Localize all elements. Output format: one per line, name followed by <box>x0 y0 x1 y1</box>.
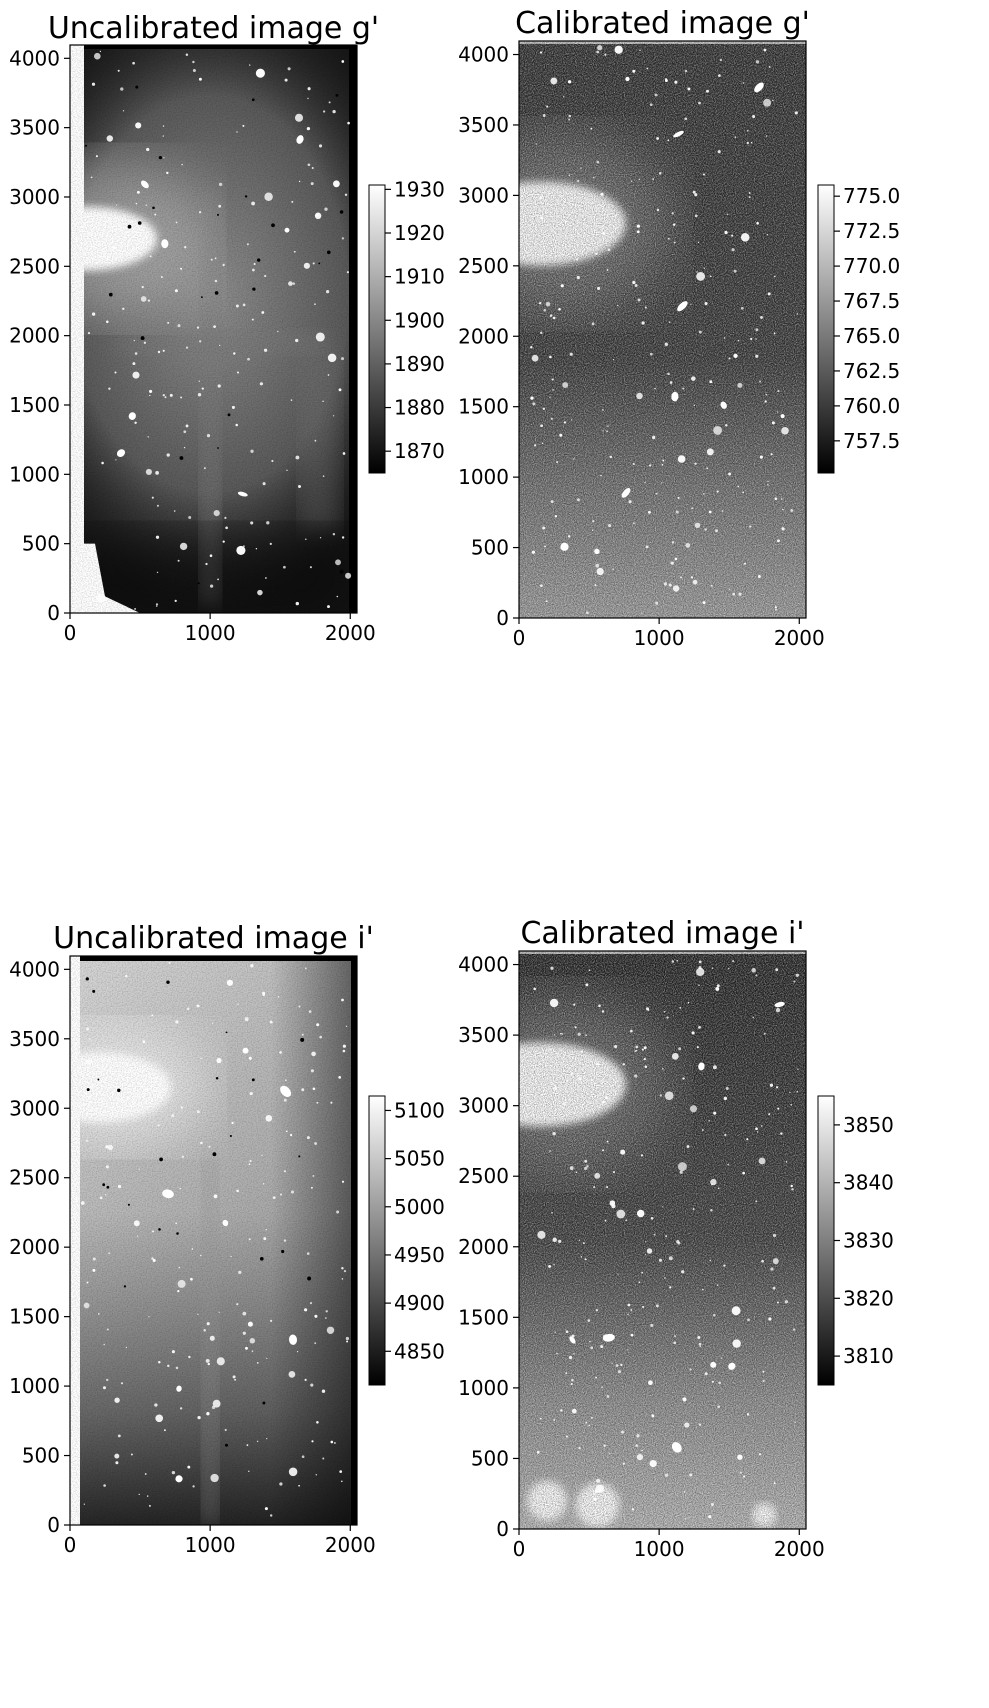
plot-frame <box>518 950 807 1530</box>
star-field <box>530 45 799 615</box>
y-tick-label: 3500 <box>9 116 60 140</box>
x-tick-label: 2000 <box>325 1533 376 1557</box>
x-tick-label: 2000 <box>325 621 376 645</box>
y-tick-label: 3500 <box>458 1023 509 1047</box>
y-tick-label: 2000 <box>9 324 60 348</box>
colorbar-tick-label: 3840 <box>843 1171 894 1195</box>
star-field <box>84 50 352 610</box>
y-tick-label: 500 <box>471 1446 509 1470</box>
x-tick-label: 0 <box>513 626 526 650</box>
colorbar-tick-label: 5000 <box>394 1195 445 1219</box>
image-area <box>519 41 806 618</box>
colorbar-tick-label: 770.0 <box>843 254 900 278</box>
y-tick-label: 3000 <box>458 183 509 207</box>
y-tick-label: 2000 <box>458 324 509 348</box>
y-tick-label: 2000 <box>9 1235 60 1259</box>
x-tick-label: 0 <box>513 1537 526 1561</box>
y-tick-label: 1500 <box>458 395 509 419</box>
colorbar-tick-label: 1900 <box>394 308 445 332</box>
colorbar-tick-label: 762.5 <box>843 359 900 383</box>
colorbar-tick-label: 5100 <box>394 1098 445 1122</box>
y-tick-label: 2500 <box>9 1166 60 1190</box>
y-tick-label: 0 <box>496 1517 509 1541</box>
y-tick-label: 1500 <box>9 1305 60 1329</box>
colorbar-tick-label: 4850 <box>394 1339 445 1363</box>
image-area <box>70 45 357 613</box>
colorbar <box>368 184 386 474</box>
colorbar-tick-label: 1930 <box>394 177 445 201</box>
panel-1: Calibrated image g' 0 1000 2000 0 500 1000 1500… <box>458 6 900 650</box>
colorbar-tick-label: 772.5 <box>843 219 900 243</box>
x-tick-label: 1000 <box>634 626 685 650</box>
star-field <box>533 959 799 1520</box>
y-tick-label: 3000 <box>458 1094 509 1118</box>
colorbar-tick-label: 3810 <box>843 1344 894 1368</box>
panel-0: Uncalibrated image g' 0 1000 2000 0 500 1000 15… <box>9 11 445 645</box>
y-tick-label: 3000 <box>9 185 60 209</box>
plot-frame <box>518 40 807 619</box>
colorbar-tick-label: 3850 <box>843 1113 894 1137</box>
x-tick-label: 2000 <box>774 626 825 650</box>
colorbar-tick-label: 1910 <box>394 265 445 289</box>
colorbar-tick-label: 1870 <box>394 439 445 463</box>
colorbar-tick-label: 1920 <box>394 221 445 245</box>
y-tick-label: 0 <box>496 606 509 630</box>
y-tick-label: 1500 <box>458 1305 509 1329</box>
y-tick-label: 500 <box>22 1444 60 1468</box>
y-tick-label: 0 <box>47 1513 60 1537</box>
colorbar-tick-label: 767.5 <box>843 289 900 313</box>
y-tick-label: 500 <box>471 536 509 560</box>
y-tick-label: 2000 <box>458 1235 509 1259</box>
plot-frame <box>69 955 358 1526</box>
y-tick-label: 1500 <box>9 393 60 417</box>
colorbar-tick-label: 765.0 <box>843 324 900 348</box>
y-tick-label: 3500 <box>9 1027 60 1051</box>
colorbar-tick-label: 4900 <box>394 1291 445 1315</box>
colorbar-tick-label: 3830 <box>843 1229 894 1253</box>
colorbar-tick-label: 3820 <box>843 1286 894 1310</box>
y-tick-label: 2500 <box>458 1164 509 1188</box>
x-tick-label: 1000 <box>185 621 236 645</box>
colorbar <box>368 1095 386 1386</box>
x-tick-label: 1000 <box>634 1537 685 1561</box>
panel-title: Uncalibrated image i' <box>53 921 374 956</box>
x-tick-label: 0 <box>64 1533 77 1557</box>
y-tick-label: 4000 <box>458 953 509 977</box>
y-tick-label: 1000 <box>458 465 509 489</box>
colorbar-tick-label: 775.0 <box>843 184 900 208</box>
y-tick-label: 3500 <box>458 113 509 137</box>
colorbar <box>817 184 835 474</box>
colorbar-tick-label: 1890 <box>394 352 445 376</box>
colorbar-tick-label: 760.0 <box>843 394 900 418</box>
x-tick-label: 2000 <box>774 1537 825 1561</box>
y-tick-label: 4000 <box>458 43 509 67</box>
y-tick-label: 4000 <box>9 46 60 70</box>
colorbar <box>817 1095 835 1386</box>
colorbar-tick-label: 5050 <box>394 1147 445 1171</box>
x-tick-label: 1000 <box>185 1533 236 1557</box>
y-tick-label: 2500 <box>458 254 509 278</box>
y-tick-label: 4000 <box>9 957 60 981</box>
y-tick-label: 3000 <box>9 1096 60 1120</box>
colorbar-tick-label: 757.5 <box>843 429 900 453</box>
image-area <box>519 951 806 1529</box>
panel-title: Uncalibrated image g' <box>48 11 379 46</box>
panel-title: Calibrated image g' <box>515 6 810 41</box>
star-field <box>80 961 349 1517</box>
plot-frame <box>69 44 358 614</box>
colorbar-tick-label: 1880 <box>394 396 445 420</box>
y-tick-label: 500 <box>22 532 60 556</box>
panel-2: Uncalibrated image i' 0 1000 2000 0 500 1000 15… <box>9 921 445 1557</box>
panel-3: Calibrated image i' 0 1000 2000 0 500 1000 1500… <box>458 916 894 1561</box>
y-tick-label: 1000 <box>9 1374 60 1398</box>
colorbar-tick-label: 4950 <box>394 1243 445 1267</box>
y-tick-label: 2500 <box>9 254 60 278</box>
y-tick-label: 1000 <box>458 1376 509 1400</box>
panel-title: Calibrated image i' <box>520 916 804 951</box>
y-tick-label: 0 <box>47 601 60 625</box>
y-tick-label: 1000 <box>9 462 60 486</box>
x-tick-label: 0 <box>64 621 77 645</box>
image-area <box>70 956 357 1525</box>
